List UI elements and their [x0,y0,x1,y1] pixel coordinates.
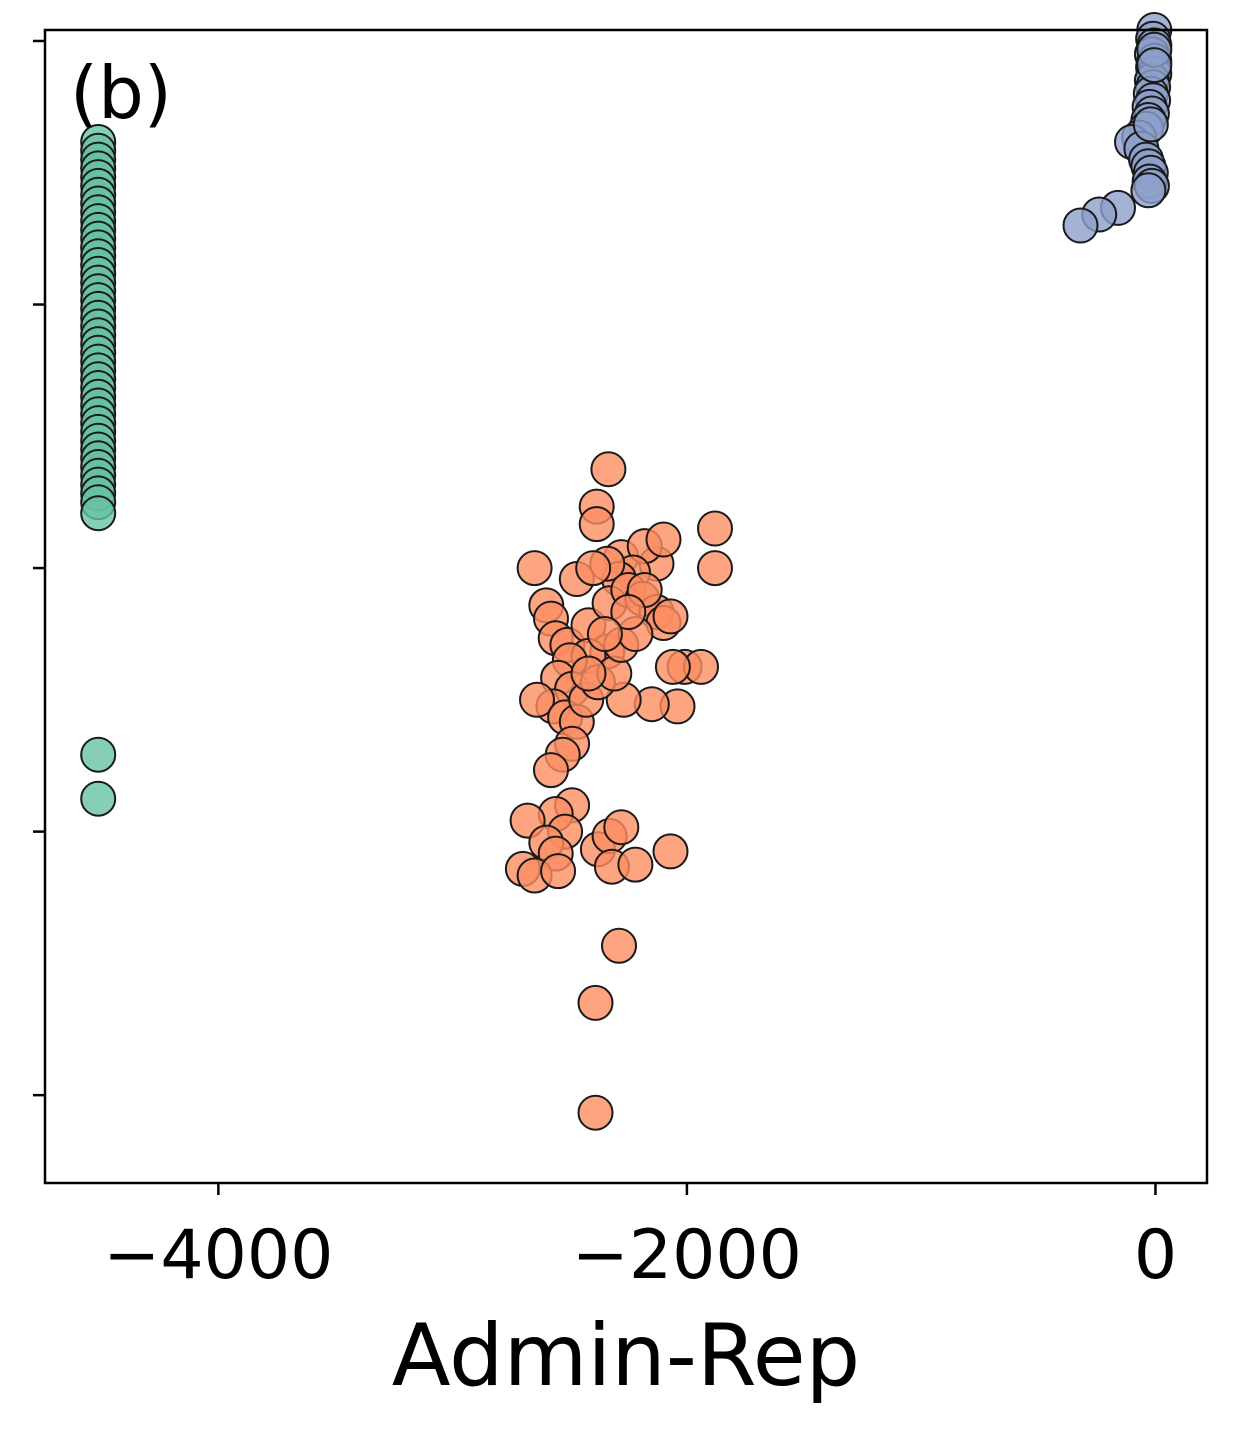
scatter-point-series-2-28 [1136,47,1173,84]
scatter-point-series-1-38 [519,681,555,718]
scatter-point-series-1-64 [603,809,640,846]
scatter-point-series-2-29 [1132,106,1169,143]
x-axis: −4000 −2000 0 [103,1183,1177,1295]
scatter-point-series-1-7 [697,510,733,547]
scatter-point-series-1-67 [652,833,689,870]
scatter-point-series-1-66 [617,846,654,883]
scatter-point-series-1-3 [516,550,553,587]
scatter-point-series-1-68 [601,927,637,964]
scatter-point-series-2-26 [1062,207,1099,244]
x-tick-label: −2000 [572,1216,802,1295]
x-tick-label: 0 [1134,1216,1177,1295]
scatter-point-series-1-0 [590,451,627,488]
scatter-point-series-0-42 [80,495,117,532]
points-layer [80,12,1173,1131]
scatter-point-series-1-49 [570,655,607,692]
scatter-point-series-1-2 [578,506,615,543]
scatter-point-series-1-14 [575,550,612,587]
y-axis [33,39,45,1097]
scatter-point-series-1-52 [533,752,569,789]
scatter-point-series-2-23 [1130,172,1167,209]
scatter-point-series-1-70 [577,1094,614,1131]
scatter-point-series-1-6 [697,550,733,587]
plot-frame [43,28,1209,1185]
scatter-point-series-0-43 [80,736,117,773]
scatter-point-series-1-25 [652,598,689,635]
scatter-point-series-1-61 [540,853,577,890]
scatter-point-series-1-48 [586,616,623,652]
x-tick-label: −4000 [103,1216,333,1295]
scatter-point-series-1-69 [577,984,614,1021]
scatter-point-series-1-47 [610,594,647,630]
scatter-point-series-0-44 [80,780,117,817]
x-axis-label: Admin-Rep [392,1306,861,1406]
panel-label: (b) [70,51,172,135]
scatter-point-series-1-29 [654,648,691,685]
scatter-point-series-1-9 [645,521,682,558]
